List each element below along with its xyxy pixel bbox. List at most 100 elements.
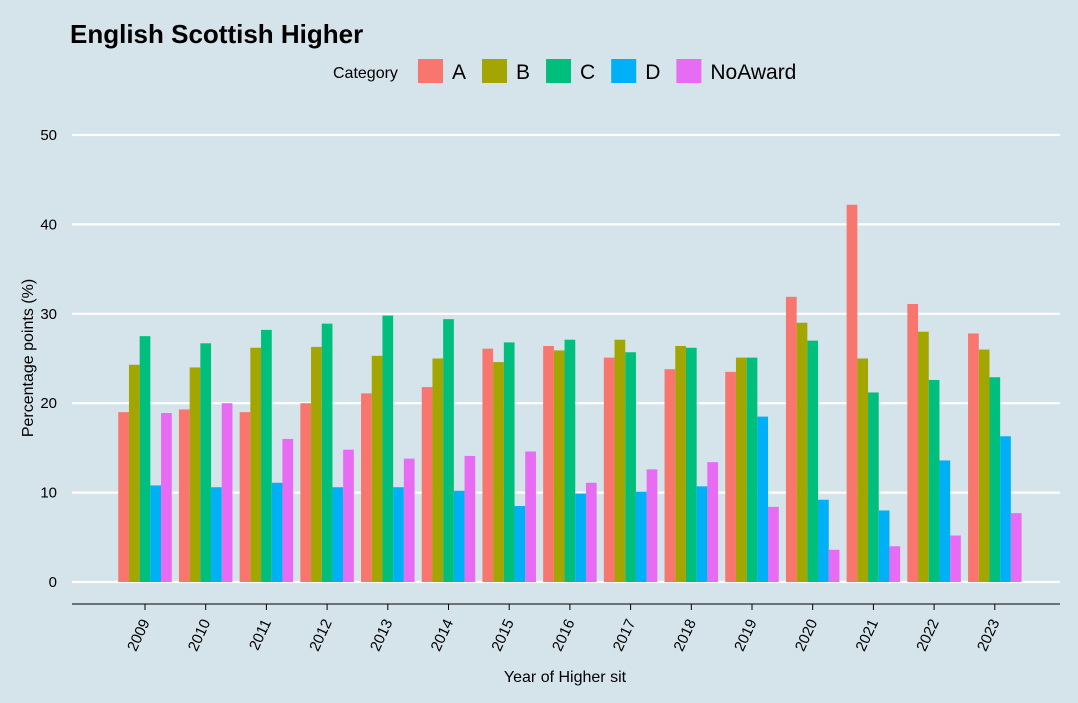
bar-NoAward-2013 [403, 458, 415, 582]
x-tick-label: 2022 [913, 617, 943, 654]
x-tick-label: 2015 [488, 617, 518, 654]
bar-B-2017 [614, 339, 626, 582]
x-tick-label: 2017 [610, 617, 640, 654]
bar-D-2022 [939, 460, 951, 582]
bar-B-2020 [796, 322, 808, 582]
legend-key-NoAward [676, 59, 702, 83]
bar-C-2010 [200, 343, 212, 582]
bar-B-2013 [371, 355, 383, 582]
bar-C-2011 [261, 329, 272, 582]
bar-NoAward-2021 [889, 546, 901, 582]
bar-A-2009 [118, 412, 129, 582]
bar-B-2010 [189, 367, 201, 582]
x-tick-label: 2014 [428, 617, 458, 654]
y-axis-ticks: 0 10 20 30 40 50 [40, 127, 57, 591]
bar-A-2011 [239, 412, 251, 582]
legend-key-C [546, 59, 572, 83]
bar-D-2021 [878, 510, 890, 582]
legend-title: Category [333, 65, 398, 82]
bar-NoAward-2014 [464, 455, 476, 582]
bar-C-2017 [625, 352, 636, 582]
bar-D-2018 [696, 486, 708, 582]
bar-D-2012 [332, 487, 344, 582]
chart-title: English Scottish Higher [70, 19, 363, 49]
bars [118, 204, 1022, 583]
bar-C-2012 [321, 323, 333, 582]
bar-B-2012 [311, 346, 322, 582]
bar-D-2013 [393, 487, 404, 582]
x-tick-label: 2010 [185, 617, 215, 654]
legend-label-A: A [452, 61, 466, 84]
legend-label-B: B [516, 61, 530, 84]
x-tick-label: 2019 [731, 617, 761, 654]
bar-A-2016 [543, 345, 554, 582]
bar-C-2015 [503, 342, 515, 582]
bar-D-2020 [818, 499, 829, 582]
legend-key-B [482, 59, 508, 83]
bar-A-2014 [421, 387, 433, 582]
bar-B-2015 [493, 362, 504, 582]
y-tick-label: 40 [40, 216, 57, 233]
bar-B-2022 [918, 331, 929, 582]
bar-A-2012 [300, 403, 312, 582]
bar-NoAward-2020 [828, 549, 840, 582]
bar-B-2016 [553, 350, 565, 582]
bar-B-2021 [857, 358, 869, 582]
bar-A-2021 [846, 204, 858, 583]
bar-NoAward-2019 [768, 506, 779, 582]
y-tick-label: 0 [49, 574, 57, 591]
bar-D-2015 [514, 506, 526, 582]
bar-A-2015 [482, 348, 494, 582]
legend-label-NoAward: NoAward [710, 61, 796, 84]
bar-NoAward-2018 [707, 462, 719, 582]
x-tick-label: 2023 [974, 617, 1004, 654]
y-tick-label: 10 [40, 485, 57, 502]
y-tick-label: 20 [40, 395, 57, 412]
bar-NoAward-2009 [161, 413, 172, 582]
bar-A-2019 [725, 371, 736, 582]
x-tick-label: 2021 [853, 617, 883, 654]
bar-A-2010 [178, 409, 190, 582]
x-tick-label: 2018 [670, 617, 700, 654]
bar-NoAward-2010 [221, 403, 233, 582]
bar-D-2009 [150, 485, 162, 582]
bar-NoAward-2015 [525, 451, 536, 582]
x-tick-label: 2009 [124, 617, 154, 654]
bar-C-2019 [746, 357, 758, 582]
x-axis: 2009 2010 2011 2012 2013 2014 2015 2016 2017 2018… [72, 603, 1060, 654]
x-tick-label: 2011 [246, 617, 275, 653]
x-tick-label: 2016 [549, 617, 579, 654]
legend-key-A [418, 59, 443, 83]
bar-A-2018 [664, 369, 676, 582]
bar-A-2022 [907, 303, 919, 582]
bar-NoAward-2011 [282, 438, 294, 582]
bar-B-2014 [432, 358, 444, 582]
bar-D-2010 [211, 487, 222, 582]
bar-D-2019 [757, 416, 769, 582]
bar-C-2014 [443, 319, 454, 582]
x-axis-label: Year of Higher sit [504, 669, 627, 686]
bar-C-2016 [564, 339, 576, 582]
bar-A-2013 [361, 393, 372, 582]
bar-D-2016 [575, 493, 586, 582]
bar-B-2011 [250, 347, 262, 582]
legend-label-C: C [580, 61, 595, 84]
bar-D-2017 [635, 491, 647, 582]
bar-A-2023 [968, 333, 979, 582]
bar-B-2009 [128, 364, 140, 582]
bar-C-2018 [685, 347, 697, 582]
y-tick-label: 30 [40, 306, 57, 323]
bar-B-2019 [735, 357, 747, 582]
x-tick-label: 2020 [792, 617, 822, 654]
legend: Category A B C D NoAward [333, 59, 796, 84]
bar-D-2014 [453, 490, 465, 582]
bar-NoAward-2017 [646, 469, 658, 582]
legend-key-D [611, 59, 637, 83]
bar-NoAward-2016 [585, 482, 597, 582]
bar-C-2023 [989, 377, 1001, 582]
x-tick-label: 2013 [367, 617, 397, 654]
bar-C-2022 [928, 379, 940, 582]
bar-B-2023 [978, 349, 990, 582]
y-tick-label: 50 [40, 127, 57, 144]
